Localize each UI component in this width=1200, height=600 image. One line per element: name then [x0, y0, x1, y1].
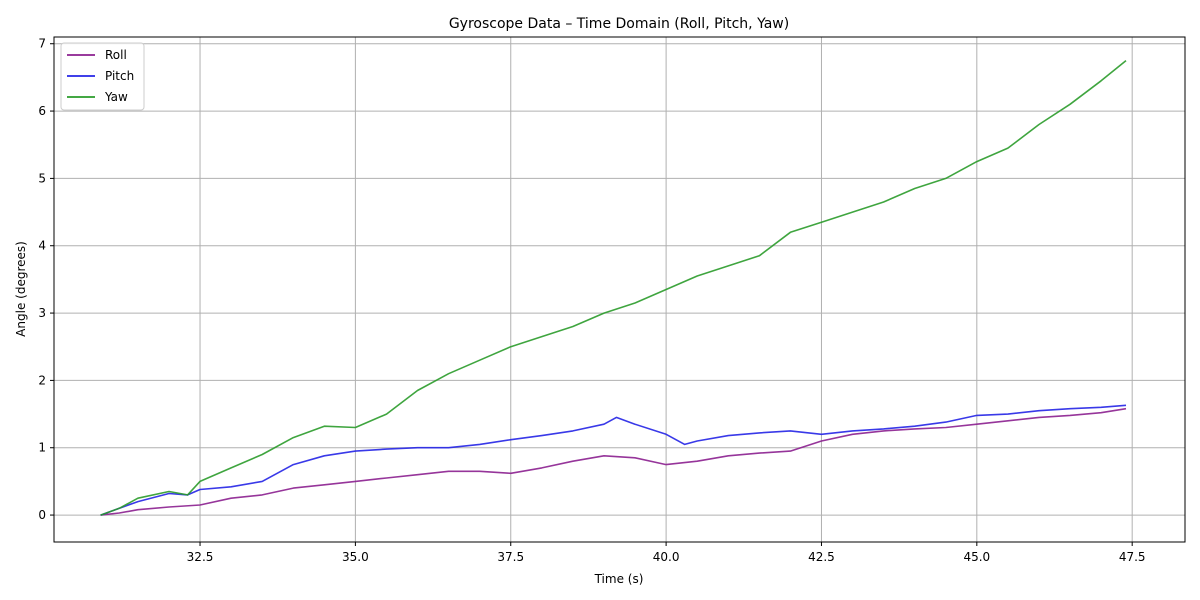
series-line-roll [100, 407, 1127, 516]
x-axis-label: Time (s) [594, 572, 644, 586]
legend-label-pitch: Pitch [105, 69, 134, 83]
x-tick-label: 35.0 [342, 550, 369, 564]
plot-frame [53, 36, 1186, 543]
y-tick-label: 3 [38, 306, 46, 320]
y-tick-label: 6 [38, 104, 46, 118]
x-tick-label: 37.5 [497, 550, 524, 564]
x-tick-label: 42.5 [808, 550, 835, 564]
series-line-pitch [100, 404, 1127, 516]
y-tick-label: 5 [38, 171, 46, 185]
x-tick-label: 47.5 [1119, 550, 1146, 564]
grid-lines [54, 37, 1185, 542]
y-tick-label: 0 [38, 508, 46, 522]
legend: Roll Pitch Yaw [60, 42, 145, 111]
x-tick-label: 32.5 [187, 550, 214, 564]
y-tick-label: 1 [38, 441, 46, 455]
legend-label-yaw: Yaw [104, 90, 128, 104]
chart-title: Gyroscope Data – Time Domain (Roll, Pitc… [449, 16, 789, 32]
x-tick-label: 40.0 [653, 550, 680, 564]
y-axis-ticks: 0 1 2 3 4 5 6 7 [38, 37, 54, 522]
legend-box [60, 42, 145, 111]
y-tick-label: 7 [38, 37, 46, 51]
series-layer [100, 59, 1127, 516]
x-axis-ticks: 32.5 35.0 37.5 40.0 42.5 45.0 47.5 [187, 542, 1146, 564]
y-tick-label: 4 [38, 239, 46, 253]
y-tick-label: 2 [38, 373, 46, 387]
x-tick-label: 45.0 [963, 550, 990, 564]
legend-label-roll: Roll [105, 48, 127, 62]
y-axis-label: Angle (degrees) [14, 241, 28, 337]
series-line-yaw [100, 59, 1127, 516]
